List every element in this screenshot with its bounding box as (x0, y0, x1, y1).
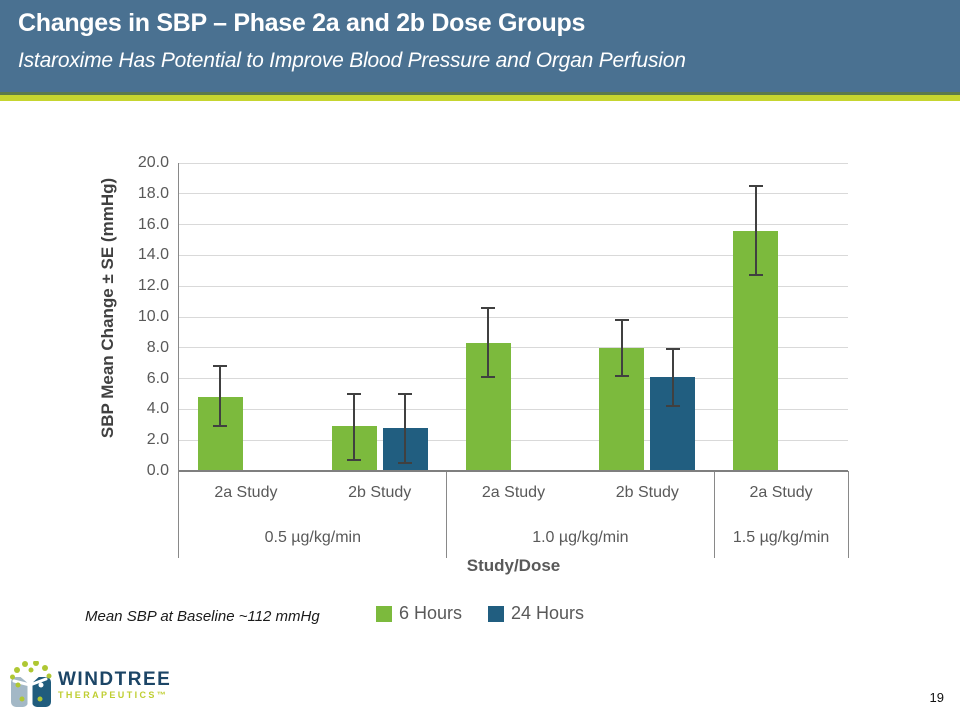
legend-item: 6 Hours (375, 603, 462, 624)
y-tick-label: 0.0 (146, 462, 169, 479)
gridline (179, 254, 848, 256)
page-subtitle: Istaroxime Has Potential to Improve Bloo… (18, 49, 686, 72)
error-bar-cap (481, 376, 495, 379)
category-label: 2a Study (481, 484, 546, 501)
y-tick-label: 20.0 (137, 154, 169, 171)
bar-chart: 0.0 2.0 4.0 6.0 8.0 10.0 12.0 14.0 16.0 18.0 20.0 2… (0, 110, 960, 580)
error-bar-cap (748, 185, 763, 188)
y-tick-label: 8.0 (146, 338, 169, 356)
legend-label: 6 Hours (398, 603, 462, 623)
error-bar-cap (665, 348, 680, 351)
gridline (179, 408, 848, 410)
y-tick-label: 4.0 (146, 400, 169, 418)
category-label: 2b Study (348, 484, 412, 501)
category-label: 2b Study (615, 484, 679, 501)
error-bar-cap (347, 459, 362, 462)
error-bar (671, 349, 674, 407)
error-bar-cap (614, 319, 629, 322)
y-tick-label: 12.0 (137, 277, 169, 295)
error-bar (353, 394, 356, 461)
dose-group-label: 0.5 µg/kg/min (264, 529, 361, 546)
category-label: 2a Study (749, 484, 813, 501)
error-bar (620, 320, 623, 376)
page-title: Changes in SBP – Phase 2a and 2b Dose Gr… (18, 9, 586, 37)
y-tick-label: 2.0 (146, 431, 169, 449)
gridline (179, 224, 848, 226)
axis-divider (446, 471, 448, 558)
gridline (179, 347, 848, 349)
gridline (179, 439, 848, 441)
logo-text: WINDTREE THERAPEUTICS™ (58, 668, 172, 701)
gridline (179, 162, 848, 164)
error-bar-cap (213, 425, 228, 428)
y-tick-label: 10.0 (137, 308, 169, 325)
gridline (179, 378, 848, 380)
error-bar (754, 186, 757, 276)
error-bar-cap (347, 393, 362, 395)
windtree-logo: WINDTREE THERAPEUTICS™ (10, 661, 171, 709)
legend-swatch (375, 605, 392, 622)
chart-legend: 6 Hours 24 Hours (0, 603, 960, 624)
error-bar-cap (398, 462, 413, 465)
error-bar-cap (398, 393, 413, 395)
dose-group-label: 1.0 µg/kg/min (532, 529, 629, 546)
y-tick-label: 18.0 (137, 184, 169, 202)
y-tick-label: 6.0 (146, 369, 169, 387)
page-number: 19 (929, 690, 944, 705)
footnote: Mean SBP at Baseline ~112 mmHg (85, 608, 320, 625)
gridline (179, 316, 848, 318)
y-tick-label: 14.0 (137, 246, 169, 264)
y-axis-line (178, 163, 179, 558)
error-bar-cap (614, 374, 629, 377)
error-bar (219, 366, 222, 427)
error-bar (404, 394, 407, 464)
error-bar-cap (481, 306, 495, 309)
error-bar-cap (213, 365, 228, 368)
y-tick-label: 16.0 (137, 215, 169, 233)
axis-divider (847, 471, 849, 558)
accent-bar-dark (0, 92, 960, 95)
accent-bar-bright (0, 95, 960, 101)
legend-item: 24 Hours (487, 603, 585, 624)
error-bar-cap (748, 274, 763, 277)
windtree-logo-icon (10, 661, 52, 707)
x-axis-line (179, 470, 848, 472)
header: Changes in SBP – Phase 2a and 2b Dose Gr… (0, 0, 960, 92)
legend-swatch (487, 605, 504, 622)
category-label: 2a Study (214, 484, 278, 501)
logo-wordmark: WINDTREE (58, 668, 172, 690)
error-bar (487, 307, 489, 378)
error-bar-cap (665, 405, 680, 408)
gridline (179, 193, 848, 195)
logo-subtext: THERAPEUTICS™ (58, 689, 169, 700)
axis-divider (713, 471, 715, 558)
x-axis-title: Study/Dose (466, 556, 561, 575)
legend-label: 24 Hours (510, 603, 585, 623)
dose-group-label: 1.5 µg/kg/min (732, 529, 830, 546)
gridline (179, 285, 848, 287)
